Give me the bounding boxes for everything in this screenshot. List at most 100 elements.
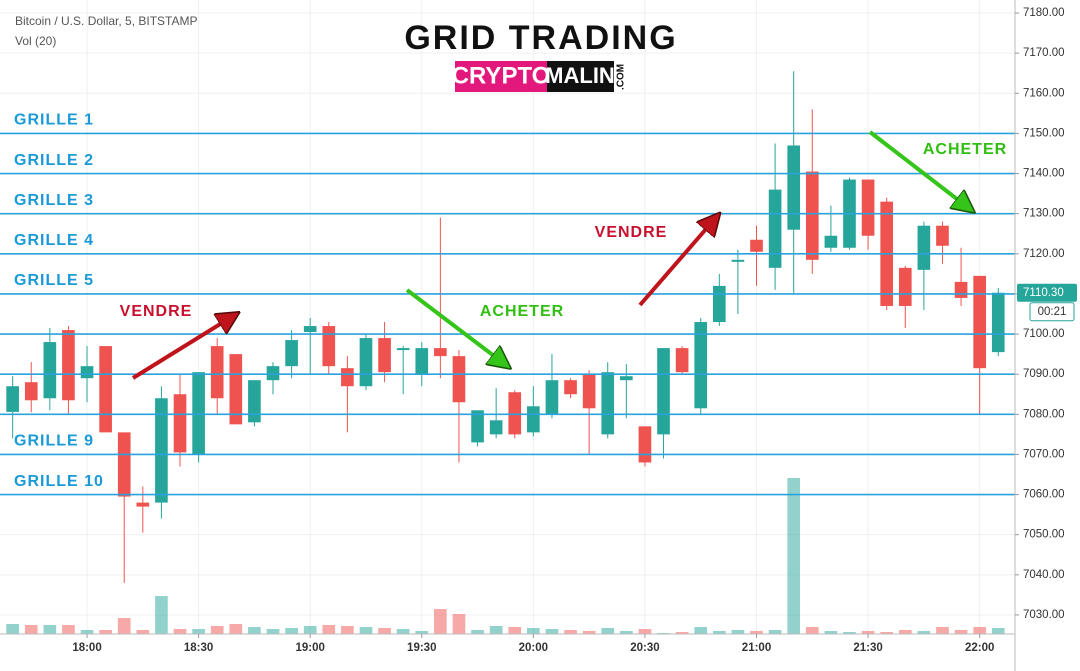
- candle-body: [471, 410, 484, 443]
- candle-body: [657, 348, 670, 435]
- x-tick-label: 18:30: [184, 642, 213, 654]
- volume-bar: [489, 626, 503, 634]
- volume-bar: [898, 630, 912, 634]
- volume-bar: [508, 627, 522, 634]
- candle-body: [285, 340, 298, 367]
- candle-body: [750, 239, 763, 252]
- volume-bar: [805, 627, 819, 634]
- annotation: VENDRE: [120, 303, 193, 320]
- candle-body: [136, 502, 150, 507]
- logo-right: MALIN: [545, 63, 615, 88]
- candle-body: [192, 372, 205, 455]
- y-tick-label: 7120.00: [1023, 248, 1065, 260]
- volume-bar: [582, 631, 596, 634]
- volume-bar: [415, 631, 429, 634]
- volume-bar: [192, 629, 205, 634]
- arrow: [405, 288, 502, 362]
- candle-body: [638, 426, 652, 463]
- volume-bar: [694, 627, 708, 634]
- y-tick-label: 7180.00: [1023, 7, 1065, 19]
- volume-bar: [843, 632, 856, 634]
- candle-body: [99, 346, 112, 433]
- candle-body: [936, 225, 949, 246]
- x-tick-label: 21:00: [742, 642, 771, 654]
- volume-bar: [731, 630, 745, 634]
- volume-bar: [396, 629, 410, 634]
- annotation: ACHETER: [923, 141, 1007, 158]
- volume-bar: [861, 631, 875, 634]
- candle-body: [768, 189, 782, 268]
- volume-bar: [638, 629, 652, 634]
- candle-body: [582, 374, 596, 409]
- grid-level-label: GRILLE 4: [14, 232, 94, 249]
- candle-body: [694, 322, 708, 409]
- arrow: [638, 221, 713, 307]
- arrow: [131, 318, 230, 380]
- volume-bar: [973, 627, 986, 634]
- y-tick-label: 7040.00: [1023, 569, 1065, 581]
- candle-body: [601, 372, 615, 435]
- y-tick-label: 7060.00: [1023, 489, 1065, 501]
- candle-body: [378, 338, 391, 373]
- grid-level-label: GRILLE 10: [14, 473, 104, 490]
- volume-bar: [80, 630, 94, 634]
- logo-left-box: [455, 61, 547, 92]
- candle-body: [861, 179, 875, 236]
- candle-body: [396, 348, 410, 351]
- volume-bar: [6, 624, 19, 634]
- y-tick-label: 7070.00: [1023, 448, 1065, 460]
- candle-body: [43, 342, 57, 399]
- y-tick-label: 7160.00: [1023, 87, 1065, 99]
- last-price-box: [1017, 283, 1077, 302]
- volume-bar: [434, 609, 447, 634]
- indicator: Vol (20): [15, 34, 56, 48]
- volume-bar: [452, 614, 466, 634]
- candle-body: [155, 398, 168, 503]
- y-tick-label: 7080.00: [1023, 408, 1065, 420]
- candle-body: [341, 368, 354, 387]
- volume-bar: [266, 629, 280, 634]
- candle-body: [117, 432, 131, 497]
- title: GRID TRADING: [404, 19, 677, 57]
- logo-right-box: [547, 61, 614, 92]
- volume-bar: [936, 627, 949, 634]
- candle-body: [731, 259, 745, 262]
- volume-bar: [155, 596, 168, 634]
- y-tick-label: 7090.00: [1023, 368, 1065, 380]
- volume-bar: [768, 630, 782, 634]
- grid-level-label: GRILLE 5: [14, 272, 94, 289]
- volume-bar: [43, 625, 57, 634]
- x-tick-label: 22:00: [965, 642, 994, 654]
- y-tick-label: 7170.00: [1023, 47, 1065, 59]
- candle-body: [805, 171, 819, 260]
- volume-bar: [285, 628, 298, 634]
- candle-body: [620, 376, 633, 381]
- volume-bar: [248, 627, 261, 634]
- volume-bar: [99, 630, 112, 634]
- candle-body: [359, 338, 373, 387]
- volume-bar: [62, 625, 75, 634]
- arrow: [868, 130, 966, 206]
- candle-body: [266, 366, 280, 381]
- countdown-box: [1029, 302, 1075, 322]
- volume-bar: [750, 631, 763, 634]
- volume-bar: [824, 631, 838, 634]
- volume-bar: [601, 628, 615, 634]
- logo-left: CRYPTO: [452, 62, 551, 89]
- candle-body: [489, 420, 503, 435]
- x-tick-label: 18:00: [72, 642, 101, 654]
- x-tick-label: 20:00: [519, 642, 548, 654]
- candle-body: [508, 392, 522, 435]
- grid-level-label: GRILLE 3: [14, 192, 94, 209]
- y-tick-label: 7130.00: [1023, 208, 1065, 220]
- x-tick-label: 21:30: [853, 642, 882, 654]
- candle-body: [173, 394, 187, 453]
- symbol: Bitcoin / U.S. Dollar, 5, BITSTAMP: [15, 14, 198, 28]
- candle-body: [898, 267, 912, 306]
- candle-body: [954, 281, 968, 298]
- annotation: ACHETER: [480, 303, 564, 320]
- volume-bar: [136, 630, 150, 634]
- candle-body: [6, 386, 19, 412]
- candle-body: [675, 348, 689, 373]
